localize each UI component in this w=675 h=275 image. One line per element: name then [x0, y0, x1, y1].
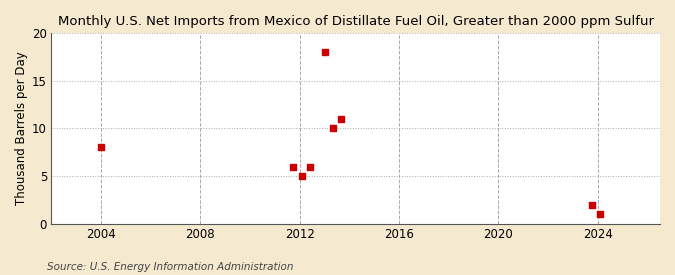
Point [304, 164, 315, 169]
Y-axis label: Thousand Barrels per Day: Thousand Barrels per Day [15, 52, 28, 205]
Point [327, 126, 338, 131]
Point [288, 164, 299, 169]
Point [587, 202, 597, 207]
Point [319, 50, 330, 54]
Point [335, 117, 346, 121]
Point [595, 212, 605, 216]
Text: Source: U.S. Energy Information Administration: Source: U.S. Energy Information Administ… [47, 262, 294, 272]
Title: Monthly U.S. Net Imports from Mexico of Distillate Fuel Oil, Greater than 2000 p: Monthly U.S. Net Imports from Mexico of … [57, 15, 653, 28]
Point [296, 174, 307, 178]
Point [95, 145, 106, 150]
